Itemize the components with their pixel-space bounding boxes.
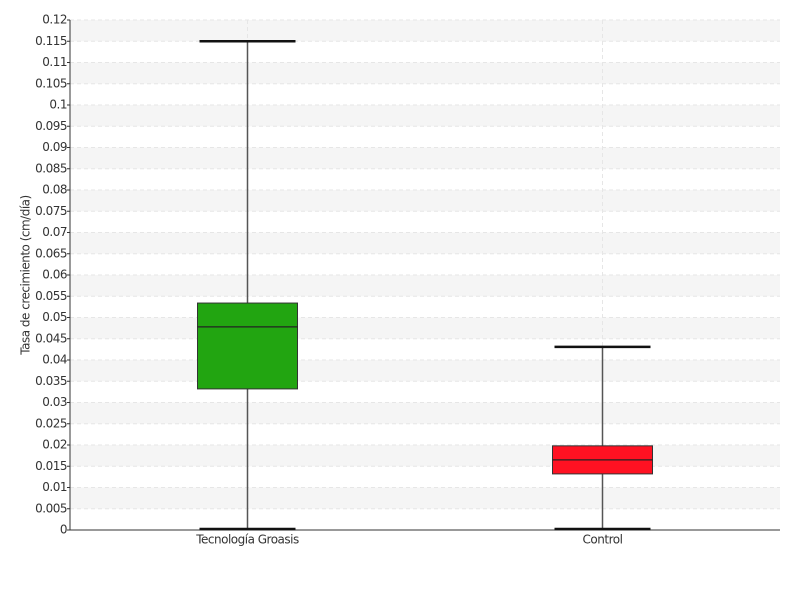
plot-band: [70, 147, 780, 169]
y-tick-label: 0.005: [35, 501, 67, 515]
y-tick-label: 0.04: [42, 353, 67, 367]
plot-band: [70, 402, 780, 424]
plot-band: [70, 20, 780, 42]
y-tick-label: 0.085: [35, 161, 67, 175]
y-tick-label: 0.015: [35, 459, 67, 473]
y-tick-label: 0.07: [42, 225, 67, 239]
y-tick-label: 0.01: [42, 480, 67, 494]
plot-band: [70, 445, 780, 467]
y-tick-label: 0: [60, 523, 67, 537]
plot-band: [70, 317, 780, 339]
plot-band: [70, 190, 780, 212]
y-tick-label: 0.095: [35, 119, 67, 133]
y-tick-label: 0.02: [42, 438, 67, 452]
y-tick-label: 0.025: [35, 416, 67, 430]
plot-band: [70, 62, 780, 84]
y-tick-label: 0.12: [42, 13, 67, 27]
y-tick-label: 0.115: [35, 34, 67, 48]
y-tick-label: 0.075: [35, 204, 67, 218]
plot-band: [70, 105, 780, 127]
y-tick-label: 0.06: [42, 268, 67, 282]
y-axis-label: Tasa de crecimiento (cm/día): [19, 195, 33, 355]
x-tick-label: Tecnología Groasis: [195, 533, 299, 547]
plot-band: [70, 487, 780, 509]
y-tick-label: 0.05: [42, 310, 67, 324]
y-tick-label: 0.035: [35, 374, 67, 388]
y-tick-label: 0.08: [42, 183, 67, 197]
y-tick-label: 0.045: [35, 331, 67, 345]
y-tick-label: 0.065: [35, 246, 67, 260]
plot-band: [70, 232, 780, 254]
y-tick-label: 0.03: [42, 395, 67, 409]
y-tick-label: 0.1: [49, 98, 67, 112]
y-tick-label: 0.11: [42, 55, 67, 69]
plot-band: [70, 275, 780, 297]
plot-band: [70, 360, 780, 382]
y-tick-label: 0.105: [35, 76, 67, 90]
box: [197, 302, 298, 390]
x-tick-label: Control: [583, 533, 623, 547]
y-tick-label: 0.055: [35, 289, 67, 303]
y-tick-label: 0.09: [42, 140, 67, 154]
